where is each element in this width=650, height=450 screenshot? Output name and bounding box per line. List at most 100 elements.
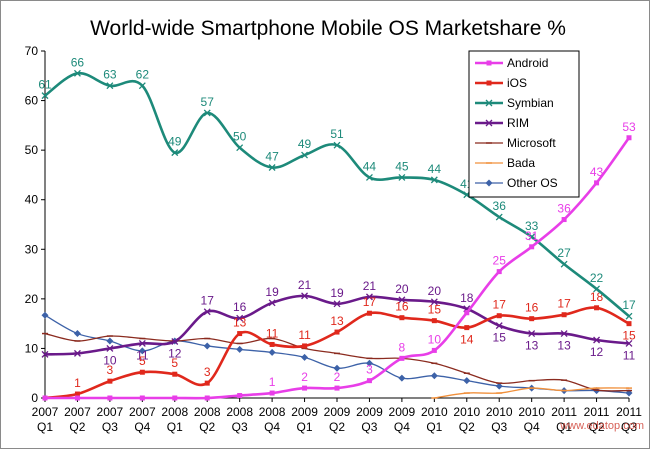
data-point-rim xyxy=(268,299,276,307)
data-label-ios: 15 xyxy=(622,329,636,343)
data-label-symbian: 62 xyxy=(136,68,150,82)
data-label-symbian: 47 xyxy=(265,149,279,163)
data-label-rim: 19 xyxy=(330,286,344,300)
x-tick-year-label: 2007 xyxy=(129,405,156,419)
x-tick-year-label: 2011 xyxy=(584,405,610,419)
data-label-ios: 17 xyxy=(493,298,507,312)
data-label-symbian: 57 xyxy=(201,95,215,109)
y-tick-label: 70 xyxy=(25,44,39,58)
legend-item-microsoft: Microsoft xyxy=(475,136,556,150)
data-label-ios: 16 xyxy=(525,301,539,315)
data-point-other-os xyxy=(398,374,406,382)
data-point-rim xyxy=(365,293,373,301)
data-point-android xyxy=(269,390,275,396)
data-label-ios: 3 xyxy=(107,363,114,377)
legend-item-ios: iOS xyxy=(475,76,527,90)
x-tick-year-label: 2009 xyxy=(324,405,351,419)
data-point-symbian xyxy=(106,82,114,90)
data-point-ios xyxy=(302,343,308,349)
data-point-ios xyxy=(496,313,502,319)
data-point-symbian xyxy=(333,141,341,149)
data-point-other-os xyxy=(301,353,309,361)
data-label-android: 8 xyxy=(399,340,406,354)
y-tick-label: 10 xyxy=(25,341,39,355)
data-point-symbian xyxy=(430,176,438,184)
data-point-other-os xyxy=(138,347,146,355)
data-point-symbian xyxy=(301,151,309,159)
data-point-other-os xyxy=(268,348,276,356)
data-label-rim: 11 xyxy=(623,348,636,362)
data-label-android: 2 xyxy=(334,370,341,384)
data-label-rim: 18 xyxy=(460,291,474,305)
data-point-android xyxy=(302,385,308,391)
x-tick-quarter-label: Q2 xyxy=(69,420,85,434)
data-point-rim xyxy=(73,349,81,357)
data-label-symbian: 66 xyxy=(71,55,85,69)
data-point-other-os xyxy=(106,337,114,345)
legend-swatch-marker xyxy=(486,80,492,86)
data-label-symbian: 44 xyxy=(363,159,377,173)
data-point-ios xyxy=(561,312,567,318)
data-label-symbian: 61 xyxy=(38,78,52,92)
data-point-other-os xyxy=(463,377,471,385)
data-label-rim: 11 xyxy=(136,348,149,362)
data-point-android xyxy=(139,395,145,401)
x-tick-year-label: 2007 xyxy=(64,405,91,419)
data-label-rim: 16 xyxy=(233,300,247,314)
data-point-symbian xyxy=(625,312,633,320)
data-point-android xyxy=(561,217,567,223)
data-point-android xyxy=(107,395,113,401)
data-label-ios: 14 xyxy=(460,333,474,347)
data-point-android xyxy=(431,347,437,353)
data-point-ios xyxy=(107,378,113,384)
data-label-android: 10 xyxy=(428,332,442,346)
data-label-ios: 5 xyxy=(171,356,178,370)
data-label-ios: 17 xyxy=(363,295,377,309)
data-label-rim: 15 xyxy=(493,331,507,345)
x-tick-quarter-label: Q3 xyxy=(361,420,377,434)
data-point-android xyxy=(334,385,340,391)
data-point-symbian xyxy=(41,92,49,100)
legend-item-rim: RIM xyxy=(475,116,529,130)
x-tick-quarter-label: Q3 xyxy=(232,420,248,434)
data-point-ios xyxy=(334,329,340,335)
legend-label: Bada xyxy=(507,156,535,170)
data-point-android xyxy=(594,180,600,186)
data-point-other-os xyxy=(365,359,373,367)
data-label-rim: 10 xyxy=(103,353,117,367)
data-point-rim xyxy=(171,338,179,345)
legend-item-symbian: Symbian xyxy=(475,96,554,110)
data-point-symbian xyxy=(528,233,536,241)
data-point-ios xyxy=(172,371,178,377)
data-label-symbian: 51 xyxy=(330,127,344,141)
data-point-rim xyxy=(41,350,49,358)
data-label-symbian: 63 xyxy=(103,68,117,82)
data-point-android xyxy=(237,393,243,399)
data-point-rim xyxy=(106,344,114,352)
data-point-symbian xyxy=(236,144,244,152)
legend-item-android: Android xyxy=(475,56,548,70)
data-point-rim xyxy=(398,296,406,304)
data-label-symbian: 45 xyxy=(395,159,409,173)
x-tick-year-label: 2010 xyxy=(421,405,448,419)
x-tick-quarter-label: Q3 xyxy=(621,420,637,434)
x-tick-year-label: 2008 xyxy=(161,405,188,419)
data-point-android xyxy=(42,395,48,401)
data-label-rim: 19 xyxy=(265,285,279,299)
data-label-symbian: 33 xyxy=(525,219,539,233)
x-tick-quarter-label: Q4 xyxy=(264,420,280,434)
data-label-ios: 1 xyxy=(74,376,81,390)
data-label-android: 31 xyxy=(525,229,539,243)
data-point-symbian xyxy=(203,109,211,117)
data-label-android: 53 xyxy=(622,120,636,134)
data-label-rim: 12 xyxy=(168,346,182,360)
legend-item-other-os: Other OS xyxy=(475,176,558,190)
x-tick-year-label: 2007 xyxy=(32,405,59,419)
x-tick-quarter-label: Q1 xyxy=(297,420,313,434)
data-point-android xyxy=(529,244,535,250)
